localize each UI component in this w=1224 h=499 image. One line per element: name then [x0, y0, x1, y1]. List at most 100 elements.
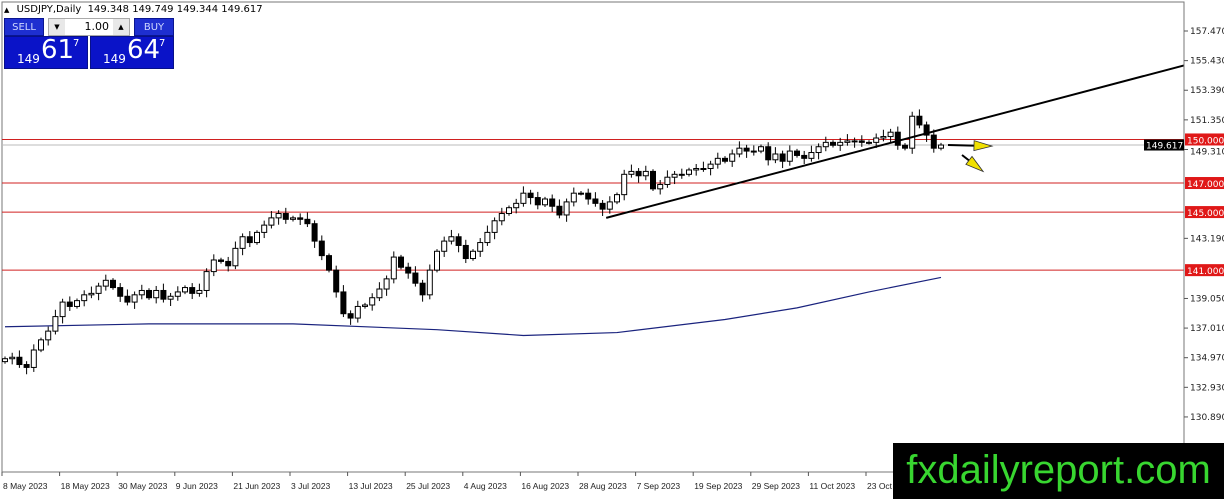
candle-body — [304, 218, 311, 225]
candle-body — [556, 205, 563, 216]
candle-body — [873, 137, 880, 143]
candle-body — [30, 349, 37, 368]
candle-body — [700, 168, 707, 171]
candle-body — [729, 153, 736, 162]
candle-body — [434, 250, 440, 271]
candle-body — [707, 163, 714, 170]
candle-body — [930, 134, 937, 149]
candle-body — [218, 259, 224, 262]
candle-body — [275, 213, 282, 219]
date-tick-label: 4 Aug 2023 — [464, 481, 507, 491]
candle-body — [455, 236, 462, 246]
candle-body — [887, 131, 894, 138]
level-label-bg — [1185, 133, 1224, 146]
candle-body — [642, 170, 649, 177]
candle-body — [837, 141, 844, 146]
candle-body — [95, 285, 102, 294]
candle-body — [722, 157, 728, 162]
date-tick-label: 21 Jun 2023 — [233, 481, 280, 491]
one-click-trading-panel: SELL ▼ 1.00 ▲ BUY 149 61 7 149 64 7 — [4, 18, 174, 70]
candle-body — [203, 271, 210, 291]
candle-body — [88, 292, 95, 296]
price-tick-label: 153.390 — [1190, 86, 1224, 96]
increase-arrow-icon[interactable]: ▲ — [113, 19, 129, 35]
candle-body — [239, 236, 246, 249]
price-tick-label: 134.970 — [1190, 354, 1224, 364]
date-tick-label: 8 May 2023 — [3, 481, 48, 491]
candle-body — [513, 202, 520, 209]
buy-price-prefix: 149 — [103, 52, 126, 66]
candle-body — [549, 198, 556, 207]
sell-price-big: 61 — [41, 35, 75, 65]
candle-body — [362, 304, 368, 307]
arrow-head-icon — [973, 140, 994, 152]
candle-body — [801, 154, 808, 159]
candle-body — [470, 250, 476, 260]
price-tick-label: 137.010 — [1190, 324, 1224, 334]
symbol-label: USDJPY,Daily — [16, 4, 82, 15]
lot-size-stepper[interactable]: ▼ 1.00 ▲ — [48, 18, 130, 36]
level-label-bg — [1185, 177, 1224, 190]
sell-button[interactable]: SELL — [4, 18, 44, 36]
candle-body — [671, 173, 678, 178]
price-tick-label: 132.930 — [1190, 383, 1224, 393]
candle-body — [131, 294, 138, 303]
candle-body — [16, 356, 23, 366]
candle-body — [383, 278, 390, 290]
candle-body — [822, 141, 829, 148]
collapse-triangle-icon[interactable]: ▲ — [4, 6, 10, 14]
candle-body — [779, 153, 786, 162]
current-price-label: 149.617 — [1146, 142, 1183, 152]
candle-body — [664, 176, 671, 185]
current-price-label-bg — [1144, 139, 1184, 151]
candle-body — [750, 150, 757, 153]
price-tick-label: 143.190 — [1190, 234, 1224, 244]
candle-body — [462, 244, 469, 260]
candle-body — [477, 242, 484, 252]
candle-body — [851, 140, 858, 143]
candle-body — [866, 141, 872, 144]
buy-price-sup: 7 — [159, 38, 166, 49]
price-tick-label: 151.350 — [1190, 116, 1224, 126]
candle-body — [880, 136, 887, 139]
level-label-bg — [1185, 206, 1224, 219]
buy-button[interactable]: BUY — [134, 18, 174, 36]
candle-body — [599, 202, 606, 210]
date-tick-label: 23 Oct — [867, 481, 893, 491]
candle-body — [160, 289, 167, 300]
decrease-arrow-icon[interactable]: ▼ — [49, 19, 65, 35]
candle-body — [189, 287, 196, 294]
date-tick-label: 7 Sep 2023 — [637, 481, 681, 491]
level-label: 141.000 — [1187, 267, 1224, 277]
candle-body — [182, 287, 188, 293]
candle-body — [693, 168, 700, 171]
candle-body — [347, 313, 354, 319]
sell-price[interactable]: 149 61 7 — [4, 35, 88, 69]
candle-body — [650, 170, 656, 190]
candle-body — [772, 153, 779, 161]
candle-body — [59, 301, 66, 318]
candle-body — [923, 124, 930, 136]
candle-body — [570, 192, 577, 203]
candle-body — [916, 115, 923, 126]
candle-body — [678, 173, 685, 176]
candle-body — [268, 217, 275, 226]
buy-price[interactable]: 149 64 7 — [90, 35, 174, 69]
watermark: fxdailyreport.com — [893, 443, 1224, 499]
candle-body — [765, 146, 772, 161]
candle-body — [506, 207, 512, 215]
candle-body — [369, 297, 376, 306]
candle-body — [138, 289, 145, 296]
lot-size-input[interactable]: 1.00 — [84, 20, 110, 33]
candle-body — [261, 224, 268, 233]
candle-body — [794, 150, 800, 156]
candle-body — [102, 279, 109, 287]
candle-body — [815, 146, 822, 154]
candle-body — [196, 289, 203, 294]
price-tick-label: 155.430 — [1190, 57, 1224, 67]
date-tick-label: 29 Sep 2023 — [752, 481, 800, 491]
candle-body — [657, 183, 664, 190]
candle-body — [448, 236, 455, 242]
candle-body — [628, 170, 635, 175]
